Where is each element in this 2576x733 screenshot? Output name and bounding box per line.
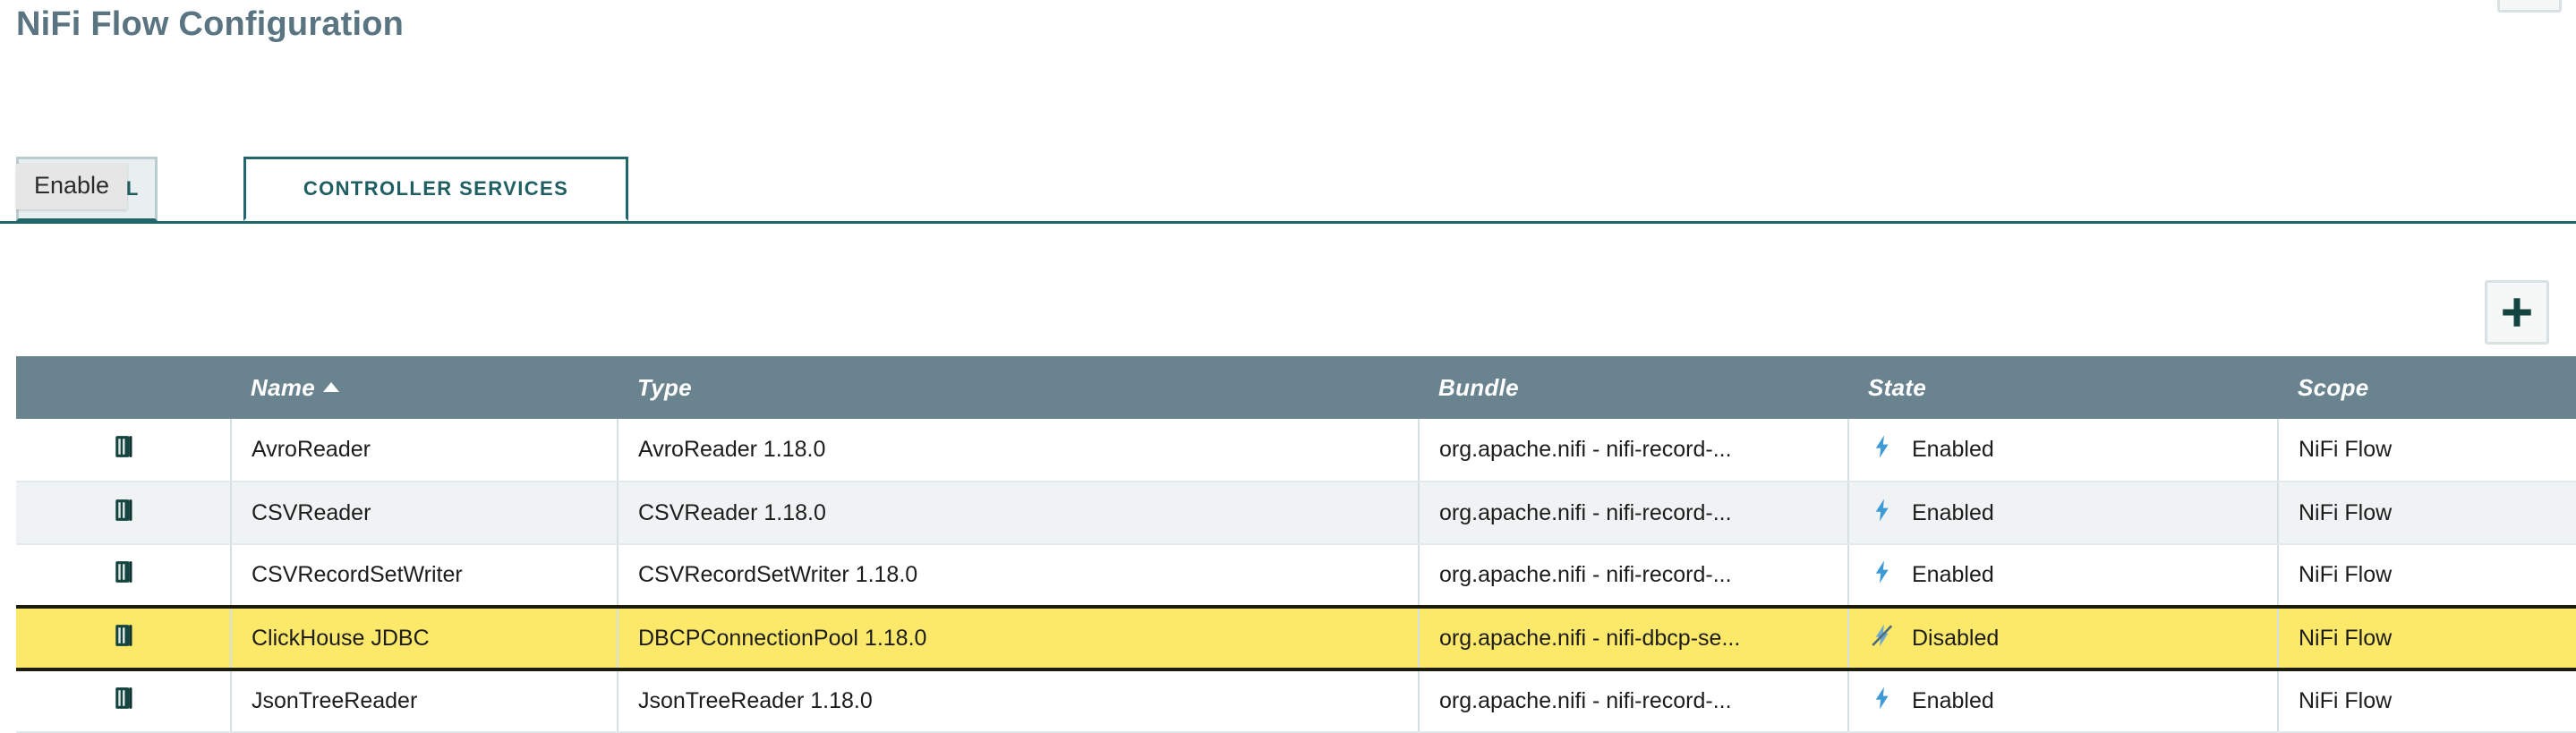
plus-icon bbox=[2498, 294, 2536, 331]
cell-state: Enabled bbox=[1848, 482, 2279, 545]
cell-bundle: org.apache.nifi - nifi-record-... bbox=[1419, 482, 1849, 545]
cell-bundle: org.apache.nifi - nifi-record-... bbox=[1419, 669, 1849, 733]
bolt-icon bbox=[1869, 558, 1896, 592]
row-type-icon-cell bbox=[16, 605, 232, 671]
add-controller-service-button[interactable] bbox=[2485, 280, 2549, 345]
cell-name: CSVRecordSetWriter bbox=[231, 544, 618, 608]
row-type-icon-cell bbox=[16, 669, 232, 733]
table-row[interactable]: AvroReader AvroReader 1.18.0 org.apache.ni… bbox=[16, 419, 2576, 482]
sort-ascending-icon bbox=[323, 381, 340, 392]
column-header-bundle-label: Bundle bbox=[1438, 373, 1519, 401]
book-icon bbox=[110, 624, 137, 654]
page-title: NiFi Flow Configuration bbox=[16, 5, 405, 43]
state-label: Enabled bbox=[1912, 499, 1994, 525]
column-header-type[interactable]: Type bbox=[618, 356, 1419, 419]
bolt-icon bbox=[1869, 433, 1896, 466]
tab-strip: GENERAL CONTROLLER SERVICES bbox=[0, 157, 2576, 224]
bolt-icon bbox=[1869, 685, 1896, 718]
cell-name: JsonTreeReader bbox=[231, 669, 618, 733]
cell-scope: NiFi Flow bbox=[2278, 482, 2576, 545]
row-type-icon-cell bbox=[16, 419, 232, 482]
book-icon bbox=[110, 687, 137, 717]
table-row[interactable]: CSVReader CSVReader 1.18.0 org.apache.nifi… bbox=[16, 482, 2576, 545]
state-label: Enabled bbox=[1912, 688, 1994, 713]
column-header-bundle[interactable]: Bundle bbox=[1419, 356, 1848, 419]
cell-state: Enabled bbox=[1848, 419, 2279, 482]
column-header-name[interactable]: Name bbox=[231, 356, 618, 419]
cell-type: AvroReader 1.18.0 bbox=[618, 419, 1420, 482]
column-header-state-label: State bbox=[1868, 373, 1927, 401]
cell-state: Disabled bbox=[1848, 605, 2279, 671]
cell-state: Enabled bbox=[1848, 669, 2279, 733]
cell-name: AvroReader bbox=[231, 419, 618, 482]
enable-tooltip: Enable bbox=[16, 164, 128, 209]
book-icon bbox=[110, 499, 137, 529]
column-header-icon bbox=[16, 356, 231, 419]
cell-scope: NiFi Flow bbox=[2278, 419, 2576, 482]
cell-state: Enabled bbox=[1848, 544, 2279, 608]
cell-bundle: org.apache.nifi - nifi-dbcp-se... bbox=[1419, 605, 1849, 671]
cell-bundle: org.apache.nifi - nifi-record-... bbox=[1419, 544, 1849, 608]
cell-type: CSVRecordSetWriter 1.18.0 bbox=[618, 544, 1420, 608]
cell-type: JsonTreeReader 1.18.0 bbox=[618, 669, 1420, 733]
tab-controller-services-label: CONTROLLER SERVICES bbox=[303, 177, 569, 200]
cell-bundle: org.apache.nifi - nifi-record-... bbox=[1419, 419, 1849, 482]
table-body: AvroReader AvroReader 1.18.0 org.apache.ni… bbox=[16, 419, 2576, 733]
cell-scope: NiFi Flow bbox=[2278, 669, 2576, 733]
dialog-close-button[interactable] bbox=[2497, 0, 2562, 13]
tab-strip-underline bbox=[0, 221, 2576, 224]
table-row[interactable]: JsonTreeReader JsonTreeReader 1.18.0 org.a… bbox=[16, 669, 2576, 733]
column-header-type-label: Type bbox=[637, 373, 692, 401]
cell-scope: NiFi Flow bbox=[2278, 605, 2576, 671]
book-icon bbox=[110, 561, 137, 591]
bolt-slash-icon bbox=[1869, 622, 1896, 655]
tab-controller-services[interactable]: CONTROLLER SERVICES bbox=[243, 157, 628, 221]
book-icon bbox=[110, 436, 137, 465]
column-header-name-label: Name bbox=[251, 373, 316, 401]
column-header-state[interactable]: State bbox=[1848, 356, 2278, 419]
bolt-icon bbox=[1869, 497, 1896, 530]
table-header: Name Type Bundle State Scope bbox=[16, 356, 2576, 419]
controller-services-table: Name Type Bundle State Scope AvroReader A… bbox=[16, 356, 2576, 733]
cell-name: ClickHouse JDBC bbox=[231, 605, 618, 671]
cell-scope: NiFi Flow bbox=[2278, 544, 2576, 608]
state-label: Enabled bbox=[1912, 437, 1994, 462]
table-row[interactable]: ClickHouse JDBC DBCPConnectionPool 1.18.0… bbox=[16, 605, 2576, 671]
column-header-scope[interactable]: Scope bbox=[2278, 356, 2576, 419]
cell-name: CSVReader bbox=[231, 482, 618, 545]
column-header-scope-label: Scope bbox=[2298, 373, 2369, 401]
state-label: Disabled bbox=[1912, 625, 2000, 651]
row-type-icon-cell bbox=[16, 544, 232, 608]
table-header-row: Name Type Bundle State Scope bbox=[16, 356, 2576, 419]
table-row[interactable]: CSVRecordSetWriter CSVRecordSetWriter 1.1… bbox=[16, 544, 2576, 608]
cell-type: CSVReader 1.18.0 bbox=[618, 482, 1420, 545]
cell-type: DBCPConnectionPool 1.18.0 bbox=[618, 605, 1420, 671]
row-type-icon-cell bbox=[16, 482, 232, 545]
state-label: Enabled bbox=[1912, 562, 1994, 587]
